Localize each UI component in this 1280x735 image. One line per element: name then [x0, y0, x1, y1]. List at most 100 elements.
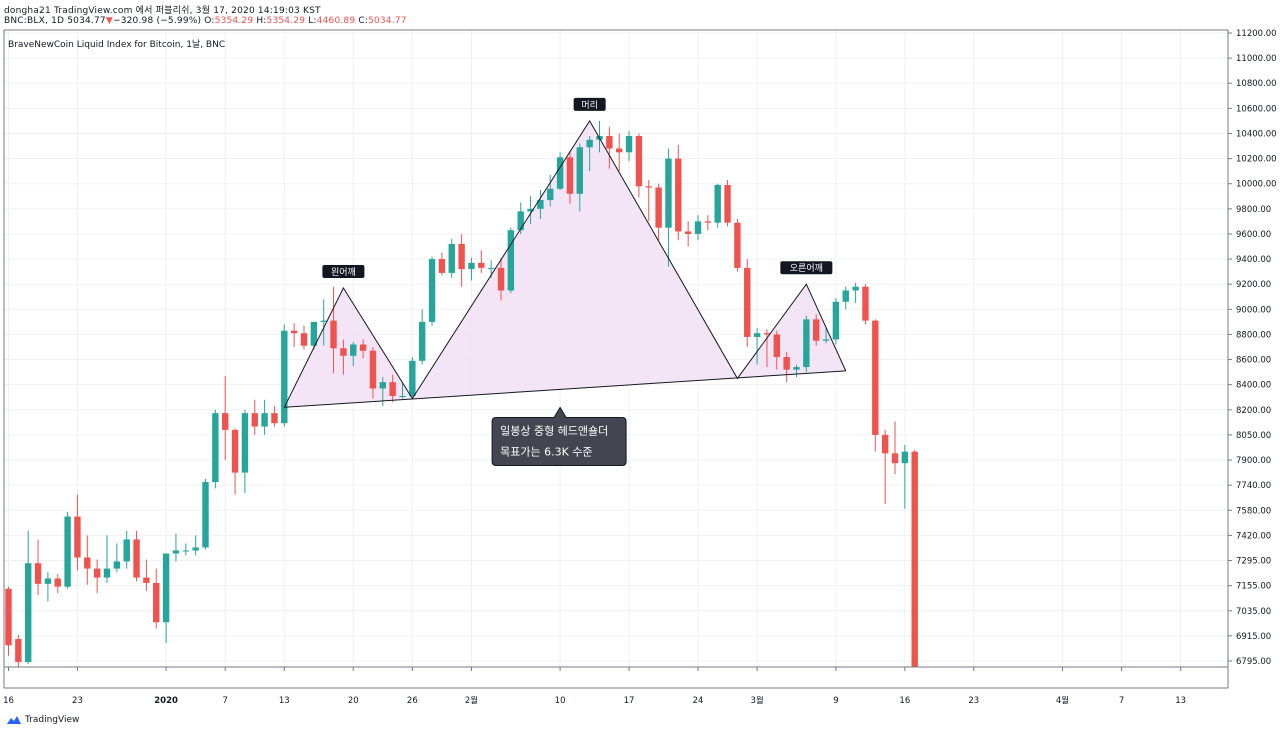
up-candle	[261, 399, 268, 435]
up-candle	[803, 315, 810, 373]
candle-body	[852, 286, 859, 291]
up-candle	[842, 286, 849, 310]
candle-body	[93, 568, 101, 578]
candle-body	[113, 561, 121, 569]
down-candle	[635, 133, 643, 198]
low-value: 4460.89	[316, 16, 356, 26]
candle-body	[704, 221, 712, 223]
up-candle	[527, 196, 534, 224]
down-candle	[5, 586, 12, 656]
tradingview-logo[interactable]: TradingView	[6, 715, 79, 725]
up-candle	[192, 535, 199, 556]
x-tick-label: 9	[833, 696, 838, 706]
up-candle	[793, 364, 800, 378]
label-text: 왼어깨	[331, 266, 356, 278]
y-tick-label: 7900.00	[1236, 456, 1271, 466]
pattern-label: 머리	[573, 97, 606, 111]
candle-body	[84, 557, 91, 569]
down-candle	[15, 634, 22, 667]
cloud-logo-icon	[7, 716, 21, 724]
up-candle	[172, 533, 180, 562]
y-tick-label: 8050.00	[1236, 431, 1271, 441]
down-candle	[300, 325, 308, 350]
pattern-label: 왼어깨	[322, 264, 365, 278]
label-text: 오른어깨	[790, 262, 823, 274]
x-tick-label: 23	[968, 696, 979, 706]
up-candle	[123, 530, 130, 569]
down-candle	[143, 559, 150, 591]
candle-body	[675, 158, 682, 232]
candle-body	[103, 568, 111, 578]
up-candle	[25, 530, 32, 665]
candle-body	[616, 148, 623, 153]
up-candle	[547, 174, 554, 207]
candle-body	[448, 244, 455, 273]
candle-body	[25, 563, 32, 663]
candle-body	[15, 639, 22, 663]
low-label: L:	[308, 16, 317, 26]
brand-name: TradingView	[25, 715, 80, 725]
down-candle	[34, 539, 42, 596]
candle-body	[813, 319, 820, 341]
symbol: BNC:BLX, 1D	[4, 16, 65, 26]
neckline	[284, 370, 846, 408]
down-candle	[438, 252, 446, 276]
up-candle	[625, 130, 633, 162]
x-tick-label: 2020	[154, 696, 178, 706]
candle-body	[744, 267, 751, 337]
x-tick-label: 13	[1175, 696, 1186, 706]
candle-body	[763, 333, 771, 335]
pattern-fill-region	[737, 284, 846, 379]
y-tick-label: 7580.00	[1236, 506, 1271, 516]
candle-body	[399, 395, 406, 397]
candle-body	[5, 588, 12, 646]
x-tick-label: 7	[1119, 696, 1124, 706]
x-tick-label: 3월	[750, 695, 763, 706]
price-change: −320.98 (−5.99%)	[112, 16, 202, 26]
y-tick-label: 9800.00	[1236, 205, 1271, 215]
candle-body	[458, 244, 465, 270]
up-candle	[556, 152, 564, 190]
x-tick-label: 2월	[465, 695, 478, 706]
down-candle	[84, 535, 91, 585]
candles	[5, 120, 918, 667]
down-candle	[251, 399, 258, 435]
candle-body	[212, 413, 219, 483]
candle-body	[389, 382, 396, 396]
up-candle	[409, 357, 416, 399]
down-candle	[872, 319, 879, 452]
candle-body	[645, 186, 652, 188]
candle-body	[192, 547, 199, 551]
x-tick-label: 26	[407, 696, 418, 706]
candle-body	[734, 222, 741, 268]
up-candle	[320, 299, 327, 346]
down-candle	[773, 330, 780, 370]
candle-body	[881, 434, 889, 454]
y-tick-label: 7155.00	[1236, 582, 1271, 592]
candle-body	[143, 577, 150, 583]
candle-body	[576, 147, 583, 194]
candle-body	[202, 482, 209, 548]
candle-body	[172, 550, 180, 554]
up-candle	[103, 535, 111, 583]
candle-body	[468, 262, 475, 270]
candle-body	[310, 321, 318, 346]
high-value: 5354.29	[266, 16, 306, 26]
high-label: H:	[256, 16, 267, 26]
candle-body	[182, 550, 189, 552]
open-label: O:	[204, 16, 215, 26]
candle-body	[359, 344, 367, 351]
down-candle	[675, 144, 682, 241]
up-candle	[212, 409, 219, 489]
y-tick-label: 7740.00	[1236, 481, 1271, 491]
x-tick-label: 16	[899, 696, 910, 706]
down-candle	[724, 179, 731, 227]
candle-body	[34, 563, 42, 584]
down-candle	[763, 329, 771, 368]
down-candle	[93, 559, 101, 593]
down-candle	[290, 323, 298, 347]
up-candle	[241, 409, 249, 494]
up-candle	[694, 215, 702, 241]
